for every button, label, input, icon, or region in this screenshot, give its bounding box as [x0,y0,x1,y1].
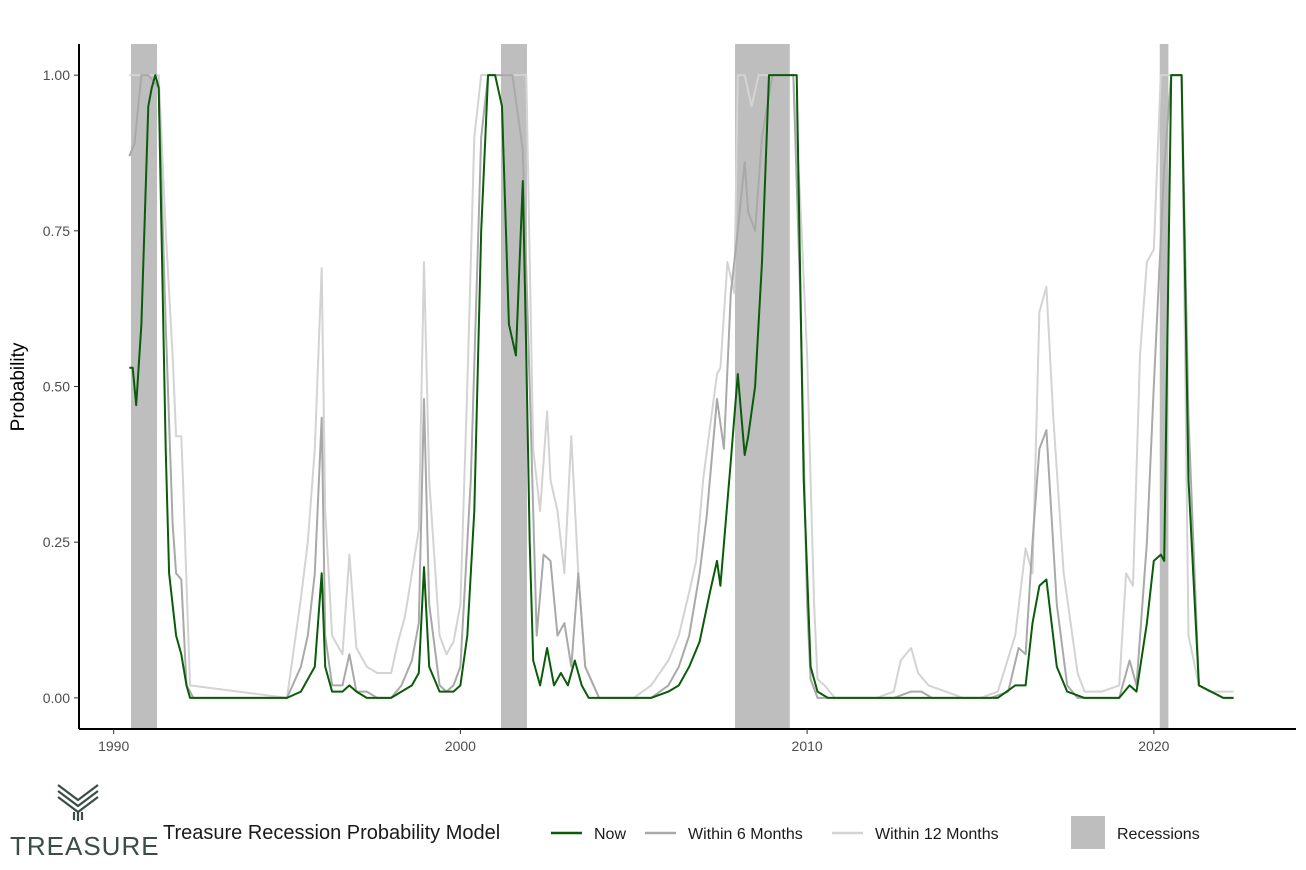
y-axis-title: Probability [8,342,29,431]
y-tick-label: 0.75 [43,223,70,239]
recession-band-4 [1159,44,1169,729]
legend-label-now: Now [594,826,626,843]
x-tick-label: 1990 [98,738,129,754]
x-tick-label: 2020 [1138,738,1169,754]
legend-title: Treasure Recession Probability Model [163,822,500,844]
legend-swatch-recessions [1071,816,1105,849]
x-tick-label: 2000 [445,738,476,754]
y-tick-label: 0.00 [43,690,70,706]
y-tick-label: 0.50 [43,379,70,395]
x-axis-ticks: 1990 2000 2010 2020 [98,729,1170,754]
recession-bands [131,44,1169,729]
brand-name: TREASURE [10,831,160,861]
legend: Treasure Recession Probability Model Now… [163,816,1200,849]
legend-label-within-12-months: Within 12 Months [875,826,999,843]
legend-label-recessions: Recessions [1117,826,1200,843]
series-line-within-6-months [128,74,1234,699]
treasure-logo: TREASURE [10,784,160,861]
x-tick-label: 2010 [792,738,823,754]
treasure-logo-icon [57,784,99,821]
recession-band-3 [735,44,790,729]
legend-label-within-6-months: Within 6 Months [688,826,803,843]
y-axis-ticks: 0.00 0.25 0.50 0.75 1.00 [43,67,79,706]
series-line-now [129,74,1234,699]
series-line-within-12-months [129,74,1234,699]
y-tick-label: 1.00 [43,67,70,83]
series-lines [128,74,1234,699]
y-tick-label: 0.25 [43,534,70,550]
